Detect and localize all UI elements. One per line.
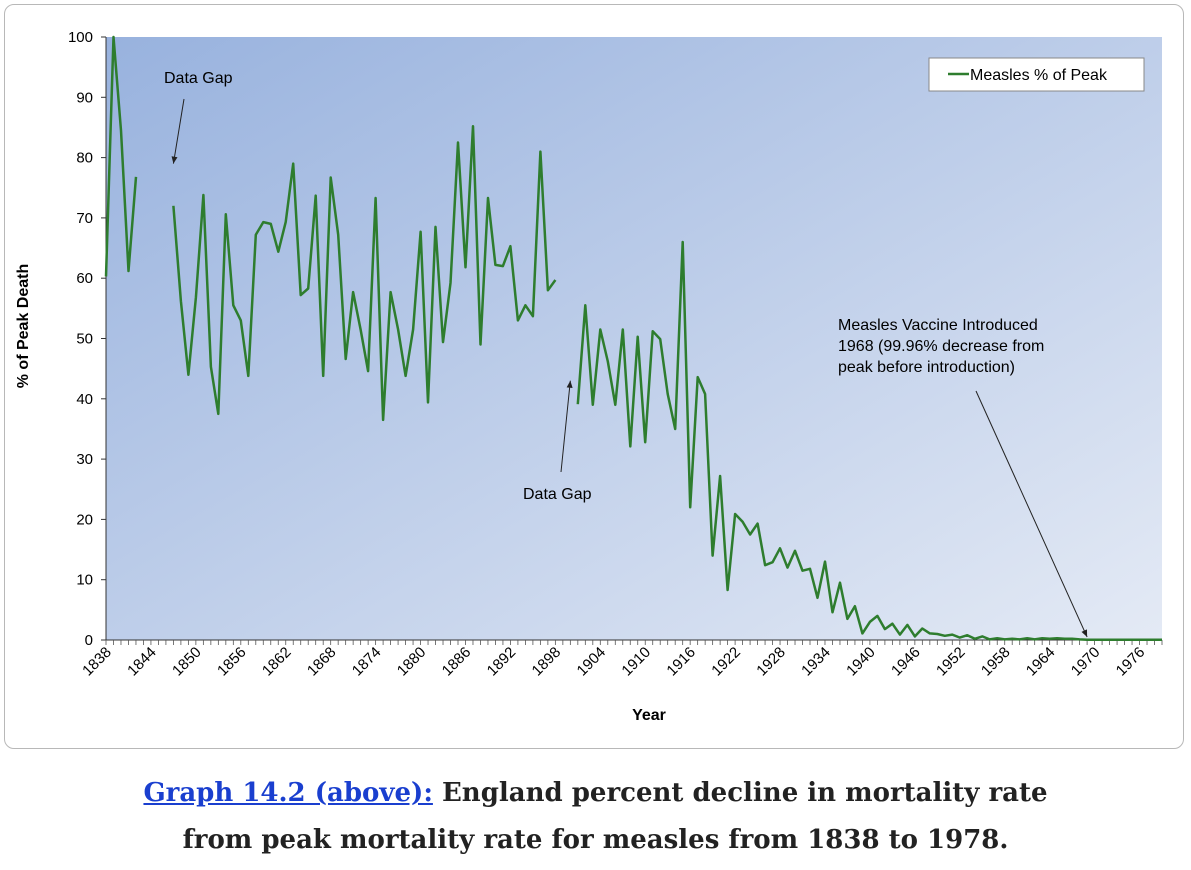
y-tick-label: 60 [76, 270, 93, 287]
x-tick-label: 1952 [933, 644, 969, 680]
series-line [172, 124, 557, 422]
x-tick-label: 1874 [349, 644, 385, 680]
figure-caption: Graph 14.2 (above): England percent decl… [0, 770, 1191, 864]
x-tick-label: 1940 [843, 644, 879, 680]
annotation-data-gap-2: Data Gap [523, 486, 592, 503]
x-tick-label: 1976 [1113, 644, 1149, 680]
x-tick-label: 1964 [1023, 644, 1059, 680]
x-tick-label: 1856 [214, 644, 250, 680]
x-tick-label: 1868 [304, 644, 340, 680]
caption-line1: England percent decline in mortality rat… [432, 778, 1048, 808]
x-tick-label: 1910 [618, 644, 654, 680]
annotation-data-gap-1: Data Gap [164, 70, 233, 87]
caption-line2: from peak mortality rate for measles fro… [182, 825, 1009, 855]
series-line [104, 35, 138, 277]
annotation-arrow [560, 380, 571, 473]
x-tick-label: 1958 [978, 644, 1014, 680]
y-tick-label: 50 [76, 331, 93, 348]
y-tick-label: 30 [76, 451, 93, 468]
y-tick-label: 10 [76, 572, 93, 589]
y-axis-title: % of Peak Death [15, 264, 32, 388]
annotation-arrowhead [171, 156, 178, 164]
series-line [576, 240, 1162, 642]
x-tick-label: 1904 [574, 644, 610, 680]
annotation-vaccine-line: 1968 (99.96% decrease from [838, 338, 1044, 355]
x-tick-label: 1946 [888, 644, 924, 680]
y-tick-label: 40 [76, 391, 93, 408]
annotation-vaccine-line: Measles Vaccine Introduced [838, 317, 1038, 334]
plot-area [106, 37, 1162, 640]
x-axis: 1838 1844 1850 1856 1862 1868 1874 1880 1886 1892… [79, 639, 1163, 680]
y-axis: 0 10 20 30 40 50 60 70 80 90 100 [68, 29, 107, 649]
x-tick-label: 1838 [79, 644, 115, 680]
y-tick-label: 100 [68, 29, 93, 46]
x-tick-label: 1886 [439, 644, 475, 680]
annotation-arrow [172, 98, 185, 164]
legend: Measles % of Peak [928, 57, 1145, 92]
x-tick-label: 1892 [484, 644, 520, 680]
x-tick-label: 1898 [529, 644, 565, 680]
y-tick-label: 80 [76, 150, 93, 167]
x-tick-label: 1880 [394, 644, 430, 680]
y-tick-label: 0 [85, 632, 93, 649]
y-tick-label: 90 [76, 89, 93, 106]
x-tick-label: 1922 [708, 644, 744, 680]
x-axis-title: Year [632, 707, 666, 724]
y-tick-label: 20 [76, 511, 93, 528]
x-tick-label: 1928 [753, 644, 789, 680]
x-tick-label: 1862 [259, 644, 295, 680]
x-tick-label: 1934 [798, 644, 834, 680]
x-tick-label: 1850 [169, 644, 205, 680]
x-tick-label: 1844 [124, 644, 160, 680]
annotation-layer: Data Gap Data Gap Measles Vaccine Introduc… [164, 70, 1088, 638]
x-tick-label: 1970 [1068, 644, 1104, 680]
caption-link[interactable]: Graph 14.2 (above): [143, 778, 433, 808]
series-layer [104, 35, 1162, 642]
x-tick-label: 1916 [663, 644, 699, 680]
annotation-arrowhead [1081, 629, 1088, 637]
annotation-vaccine-line: peak before introduction) [838, 359, 1015, 376]
annotation-arrowhead [566, 380, 573, 388]
y-tick-label: 70 [76, 210, 93, 227]
annotation-arrow [975, 390, 1088, 638]
legend-label: Measles % of Peak [970, 67, 1108, 84]
